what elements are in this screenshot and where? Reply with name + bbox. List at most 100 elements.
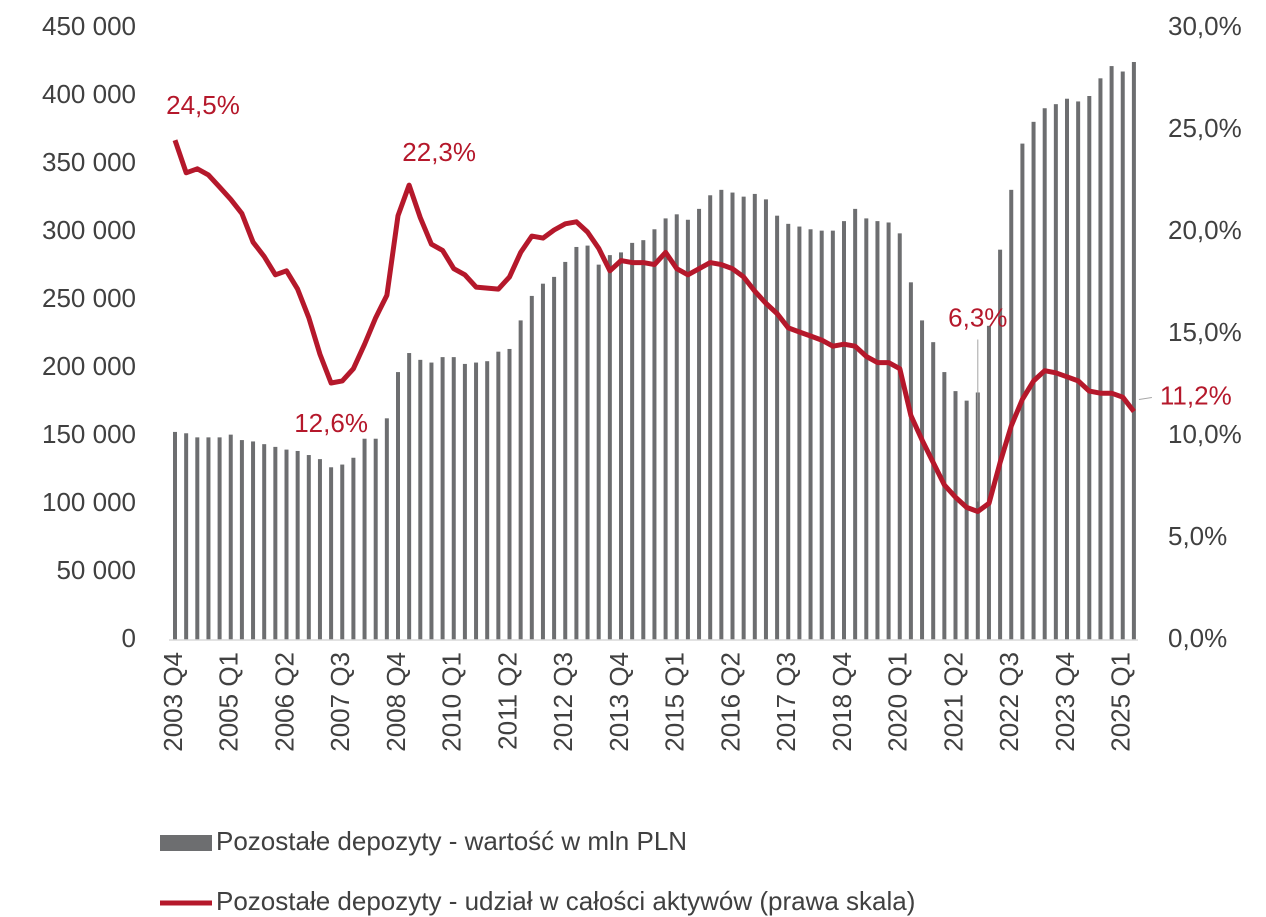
- x-tick-label: 2025 Q1: [1106, 652, 1136, 752]
- bar: [641, 240, 646, 640]
- bar: [273, 446, 278, 640]
- bar: [942, 372, 947, 640]
- bar: [730, 192, 735, 640]
- bar: [1042, 108, 1047, 641]
- bar: [474, 362, 479, 640]
- y-tick-label: 0: [122, 623, 136, 653]
- bar: [373, 438, 378, 640]
- bar: [953, 391, 958, 640]
- bar: [1087, 96, 1092, 640]
- bar: [485, 361, 490, 640]
- bar: [652, 229, 657, 640]
- bar: [563, 261, 568, 640]
- bar: [1131, 62, 1136, 640]
- line: [172, 139, 1136, 514]
- y-tick-label: 300 000: [42, 215, 136, 245]
- bar: [1009, 189, 1014, 640]
- x-tick-label: 2015 Q1: [660, 652, 690, 752]
- bar: [986, 325, 991, 640]
- bar: [585, 245, 590, 640]
- bar: [763, 199, 768, 641]
- y-tick-label: 150 000: [42, 419, 136, 449]
- x-tick-label: 2003 Q4: [158, 652, 188, 752]
- x-tick-label: 2010 Q1: [437, 652, 467, 752]
- bar: [886, 222, 891, 641]
- y2-tick-label: 5,0%: [1168, 521, 1227, 551]
- legend-label: Pozostałe depozyty - udział w całości ak…: [216, 886, 915, 916]
- bar: [808, 229, 813, 640]
- bar: [619, 252, 623, 640]
- data-label: 12,6%: [294, 408, 368, 438]
- x-tick-label: 2007 Q3: [325, 652, 355, 752]
- bar: [630, 242, 635, 640]
- bar: [518, 320, 523, 640]
- bar: [574, 246, 579, 640]
- bar: [418, 359, 423, 640]
- x-tick-label: 2017 Q3: [771, 652, 801, 752]
- y-tick-label: 100 000: [42, 487, 136, 517]
- bar: [1120, 71, 1125, 640]
- bar: [284, 449, 289, 640]
- bar: [1076, 101, 1081, 640]
- bar: [975, 392, 980, 640]
- bar: [1065, 98, 1069, 641]
- bar: [384, 418, 389, 640]
- bar: [496, 351, 501, 640]
- bar: [1109, 66, 1114, 640]
- data-label: 11,2%: [1160, 380, 1232, 410]
- bar: [1020, 143, 1025, 640]
- bar: [685, 219, 690, 640]
- bar: [908, 282, 913, 640]
- bar: [607, 255, 612, 640]
- y-tick-label: 350 000: [42, 147, 136, 177]
- bar: [295, 450, 300, 640]
- bar: [741, 196, 746, 640]
- bar: [251, 441, 256, 640]
- bar: [931, 342, 936, 640]
- leader-line: [1138, 397, 1152, 401]
- bar: [819, 230, 824, 640]
- bar: [596, 264, 601, 640]
- x-tick-label: 2008 Q4: [381, 652, 411, 752]
- bar: [184, 433, 189, 640]
- bar: [306, 455, 311, 640]
- x-tick-label: 2021 Q2: [938, 652, 968, 752]
- legend-label: Pozostałe depozyty - wartość w mln PLN: [216, 826, 687, 856]
- y2-tick-label: 10,0%: [1168, 419, 1242, 449]
- y-tick-label: 250 000: [42, 283, 136, 313]
- bar: [228, 434, 233, 640]
- bar: [964, 400, 969, 640]
- x-tick-label: 2006 Q2: [269, 652, 299, 752]
- bar: [708, 195, 713, 640]
- bar: [842, 221, 846, 640]
- bar: [797, 226, 802, 640]
- bar: [340, 464, 345, 640]
- bar: [998, 249, 1003, 640]
- x-tick-label: 2005 Q1: [214, 652, 244, 752]
- y-tick-label: 200 000: [42, 351, 136, 381]
- x-tick-label: 2013 Q4: [604, 652, 634, 752]
- x-tick-label: 2012 Q3: [548, 652, 578, 752]
- bar: [317, 459, 322, 640]
- bar: [195, 437, 200, 640]
- legend-swatch: [160, 835, 212, 851]
- bar: [775, 215, 780, 640]
- bar: [451, 357, 456, 640]
- y2-tick-label: 30,0%: [1168, 11, 1242, 41]
- data-label: 22,3%: [402, 137, 476, 167]
- bar: [752, 193, 757, 641]
- bar: [663, 218, 668, 640]
- bar: [362, 438, 367, 640]
- bar: [329, 467, 334, 640]
- bar: [351, 457, 356, 640]
- bar: [864, 218, 869, 640]
- y-tick-label: 450 000: [42, 11, 136, 41]
- y2-tick-label: 20,0%: [1168, 215, 1242, 245]
- x-tick-label: 2018 Q4: [827, 652, 857, 752]
- bar: [1098, 78, 1103, 640]
- bar: [529, 295, 534, 640]
- bar: [462, 363, 467, 640]
- bar: [540, 283, 545, 640]
- bar: [920, 320, 925, 640]
